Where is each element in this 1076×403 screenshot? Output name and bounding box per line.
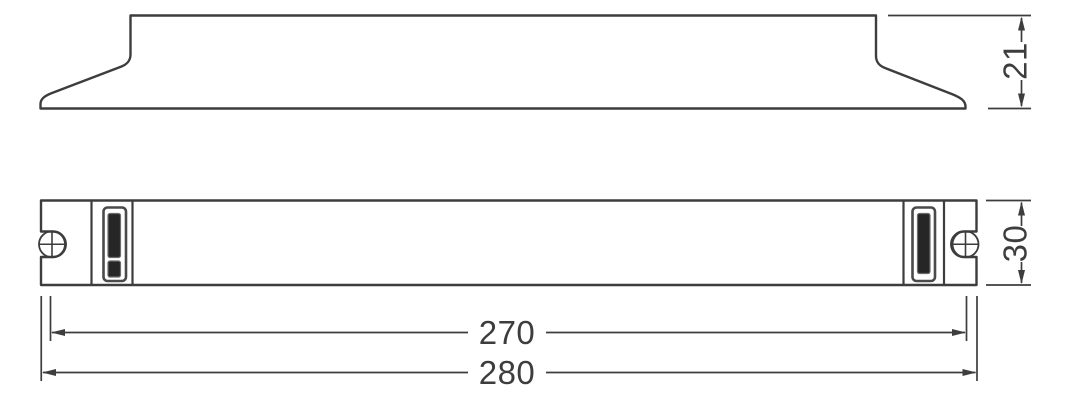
- terminal-slot-right: [916, 212, 931, 275]
- terminal-slot-left-upper: [107, 212, 122, 259]
- side-view: [39, 14, 967, 110]
- dimension-width: 30: [986, 199, 1034, 286]
- dim-length-label: 280: [479, 354, 536, 391]
- dimension-height: 21: [888, 14, 1034, 110]
- terminal-block-left: [102, 206, 128, 283]
- dim-length-arrow-left: [42, 369, 56, 376]
- screw-center-marker-right-icon: [951, 230, 980, 259]
- dim-width-label: 30: [997, 225, 1034, 263]
- dim-pitch-arrow-left: [51, 329, 65, 336]
- dim-pitch-arrow-right: [952, 329, 966, 336]
- dimension-mounting-pitch: 270: [49, 296, 968, 351]
- terminal-slot-left-lower: [107, 260, 122, 278]
- dim-width-arrow-up: [1018, 201, 1025, 216]
- dimension-length: 280: [40, 296, 978, 391]
- plan-view-outline: [39, 199, 978, 287]
- screw-center-marker-left-icon: [38, 230, 66, 259]
- dim-width-arrow-down: [1018, 270, 1025, 284]
- dim-pitch-label: 270: [479, 314, 536, 351]
- terminal-block-right: [911, 206, 937, 283]
- plan-view: [38, 199, 980, 287]
- dim-length-arrow-right: [962, 369, 977, 376]
- side-view-outline: [39, 14, 967, 110]
- dim-height-label: 21: [997, 42, 1034, 80]
- dim-height-arrow-up: [1018, 16, 1025, 31]
- dim-height-arrow-down: [1018, 93, 1025, 108]
